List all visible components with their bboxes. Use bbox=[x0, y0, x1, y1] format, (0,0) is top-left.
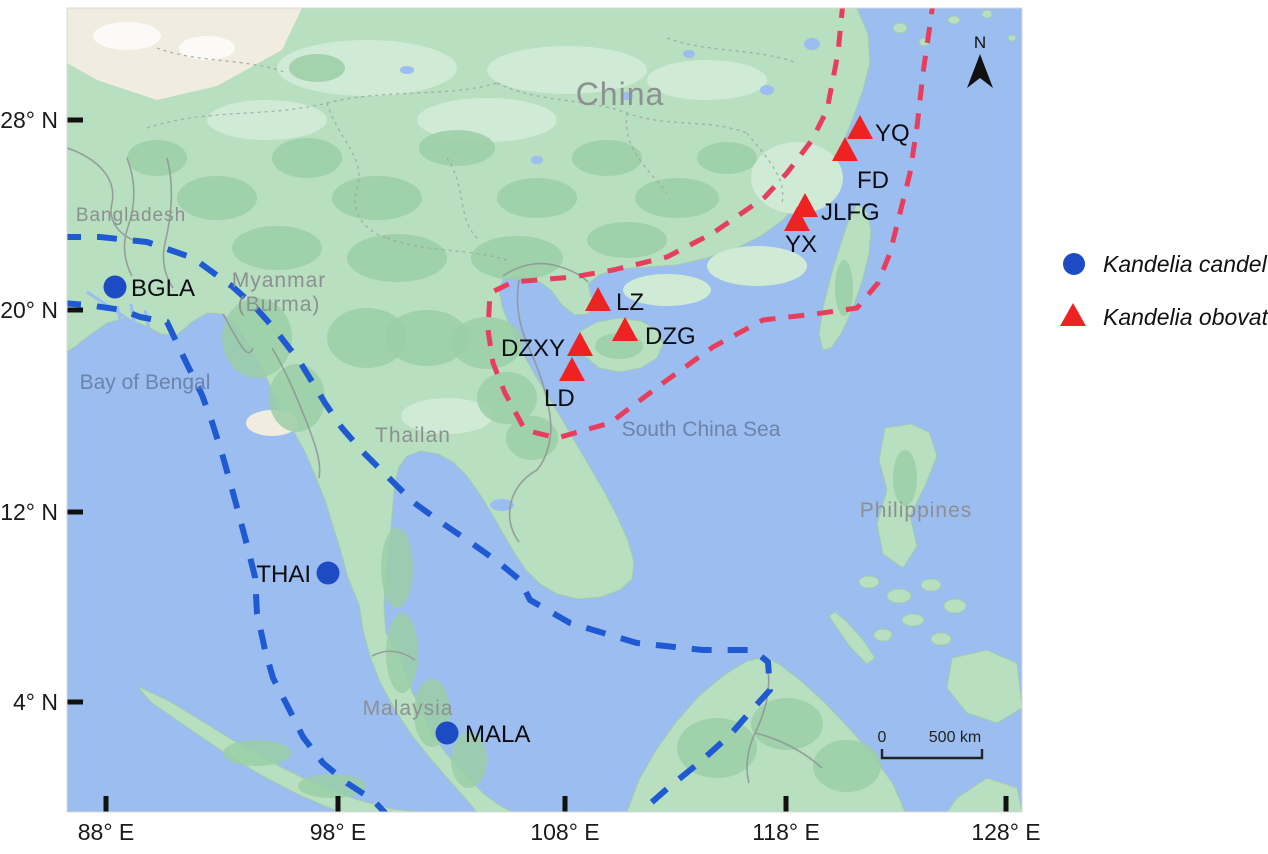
place-label-china: China bbox=[576, 76, 665, 112]
candel-boundary-west bbox=[67, 234, 773, 812]
place-label-bangladesh: Bangladesh bbox=[76, 205, 186, 226]
legend: Kandelia candel Kandelia obovata bbox=[1060, 251, 1268, 330]
marker-triangle-YQ bbox=[847, 115, 873, 139]
candel-boundary-east bbox=[67, 300, 389, 812]
country-borders bbox=[67, 147, 823, 784]
lon-label-108° E: 108° E bbox=[530, 819, 599, 845]
island-sumatra bbox=[136, 685, 420, 812]
lon-label-128° E: 128° E bbox=[971, 819, 1040, 845]
terrain-pale-patches bbox=[207, 40, 843, 434]
marker-triangle-DZXY bbox=[567, 332, 593, 356]
marker-label-MALA: MALA bbox=[465, 721, 530, 748]
marker-triangle-LZ bbox=[585, 287, 611, 311]
marker-label-LZ: LZ bbox=[616, 289, 644, 316]
scale-bar-distance: 500 km bbox=[929, 729, 981, 746]
axis-tick-marks bbox=[67, 117, 1009, 812]
north-arrow-label: N bbox=[974, 33, 986, 52]
place-label-thailan: Thailan bbox=[375, 424, 451, 447]
map-canvas: Bay of Bengal South China Sea China Bangla… bbox=[67, 8, 1022, 812]
terrain-highland bbox=[67, 8, 302, 436]
sea-labels: Bay of Bengal South China Sea bbox=[80, 371, 781, 441]
axis-labels: 28° N 20° N 12° N 4° N 88° E 98° E 108° E 118° … bbox=[0, 107, 1040, 845]
legend-candel-label: Kandelia candel bbox=[1103, 251, 1268, 277]
marker-label-DZXY: DZXY bbox=[501, 335, 565, 362]
marker-circle-BGLA bbox=[103, 275, 127, 299]
lat-label-28° N: 28° N bbox=[0, 107, 58, 133]
marker-circle-THAI bbox=[316, 561, 340, 585]
marker-label-THAI: THAI bbox=[256, 561, 311, 588]
north-arrow-icon bbox=[967, 54, 993, 88]
province-borders bbox=[146, 37, 798, 261]
place-labels: China Bangladesh Myanmar(Burma) Thailan Mala… bbox=[76, 76, 973, 720]
marker-circle-MALA bbox=[435, 721, 459, 745]
marker-label-YX: YX bbox=[785, 231, 817, 258]
marker-triangle-YX bbox=[784, 207, 810, 231]
place-label--burma-: (Burma) bbox=[238, 293, 321, 316]
lat-label-12° N: 12° N bbox=[0, 499, 58, 525]
lon-label-98° E: 98° E bbox=[310, 819, 367, 845]
scale-bar: 0 500 km bbox=[878, 729, 984, 760]
sea-label-south-china-sea: South China Sea bbox=[622, 418, 781, 441]
legend-obovata-label: Kandelia obovata bbox=[1103, 304, 1268, 330]
obovata-boundary bbox=[485, 8, 935, 441]
marker-label-FD: FD bbox=[857, 167, 889, 194]
marker-triangle-FD bbox=[832, 137, 858, 161]
map-frame bbox=[66, 7, 1023, 813]
north-arrow: N bbox=[967, 33, 993, 88]
place-label-philippines: Philippines bbox=[860, 499, 973, 522]
marker-label-DZG: DZG bbox=[645, 323, 696, 350]
legend-obovata-symbol bbox=[1060, 303, 1086, 326]
marker-triangle-DZG bbox=[612, 317, 638, 341]
marker-triangle-LD bbox=[559, 357, 585, 381]
marker-label-YQ: YQ bbox=[875, 120, 910, 147]
marker-label-LD: LD bbox=[544, 385, 575, 412]
lat-label-4° N: 4° N bbox=[13, 689, 58, 715]
legend-candel-symbol bbox=[1063, 253, 1085, 275]
lon-label-118° E: 118° E bbox=[752, 819, 820, 845]
lon-label-88° E: 88° E bbox=[78, 819, 135, 845]
lat-label-20° N: 20° N bbox=[0, 297, 58, 323]
scale-bar-zero: 0 bbox=[878, 729, 887, 746]
place-label-malaysia: Malaysia bbox=[363, 697, 454, 720]
islands-philippines bbox=[828, 575, 1022, 812]
sea-label-bay-of-bengal: Bay of Bengal bbox=[80, 371, 211, 394]
marker-label-BGLA: BGLA bbox=[131, 275, 195, 302]
species-boundary-lines bbox=[67, 8, 935, 812]
place-label-myanmar: Myanmar bbox=[232, 269, 327, 292]
marker-label-JLFG: JLFG bbox=[821, 199, 880, 226]
